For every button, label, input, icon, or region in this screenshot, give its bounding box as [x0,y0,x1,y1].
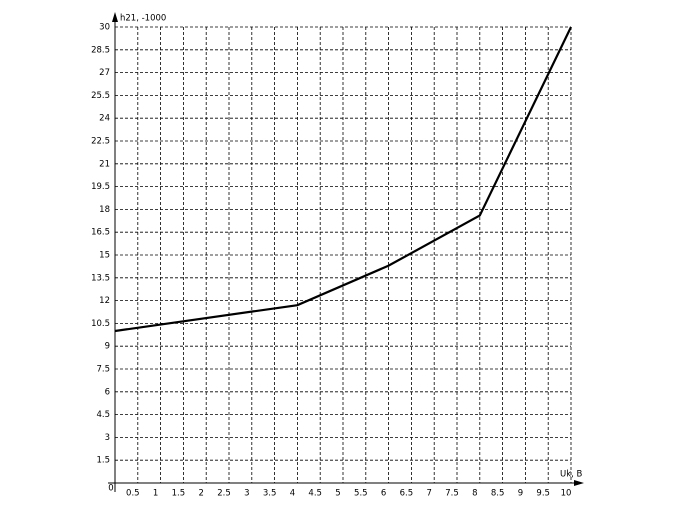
y-tick-label: 4.5 [96,410,110,420]
y-tick-label: 7.5 [96,365,110,375]
x-tick-label: 8 [472,489,477,499]
x-tick-label: 10 [561,489,572,499]
x-arrow [574,480,584,486]
y-tick-label: 30 [99,23,110,33]
y-tick-label: 27 [99,68,110,78]
x-tick-label: 4.5 [308,489,322,499]
x-tick-label: 2.5 [217,489,231,499]
y-tick-label: 22.5 [91,137,110,147]
y-tick-label: 21 [99,159,110,169]
x-tick-label: 3.5 [263,489,277,499]
y-tick-label: 13.5 [91,273,110,283]
x-tick-label: 3 [244,489,249,499]
y-tick-label: 24 [99,114,110,124]
x-tick-label: 1.5 [172,489,186,499]
y-tick-label: 28.5 [91,45,110,55]
y-tick-label: 15 [99,251,110,261]
x-tick-label: 5 [335,489,340,499]
y-tick-label: 1.5 [96,456,110,466]
x-tick-label: 6 [381,489,386,499]
x-tick-label: 8.5 [491,489,505,499]
x-tick-label: 9.5 [536,489,550,499]
y-tick-label: 10.5 [91,319,110,329]
x-tick-label: 5.5 [354,489,368,499]
y-tick-label: 9 [105,342,110,352]
y-arrow [112,12,118,22]
y-tick-label: 16.5 [91,228,110,238]
y-tick-label: 6 [105,387,110,397]
y-tick-label: 18 [99,205,110,215]
data-line [114,26,572,333]
y-axis-label: h21, -1000 [120,14,166,24]
x-tick-label: 4 [290,489,295,499]
y-tick-label: 3 [105,433,110,443]
x-tick-label: 0 [108,484,113,494]
x-tick-label: 0.5 [126,489,140,499]
x-tick-label: 7.5 [445,489,459,499]
x-tick-label: 7 [426,489,431,499]
x-tick-label: 2 [198,489,203,499]
x-tick-label: 9 [518,489,523,499]
y-tick-label: 19.5 [91,182,110,192]
y-tick-label: 12 [99,296,110,306]
x-tick-label: 6.5 [400,489,414,499]
y-tick-label: 25.5 [91,91,110,101]
x-tick-label: 1 [153,489,158,499]
